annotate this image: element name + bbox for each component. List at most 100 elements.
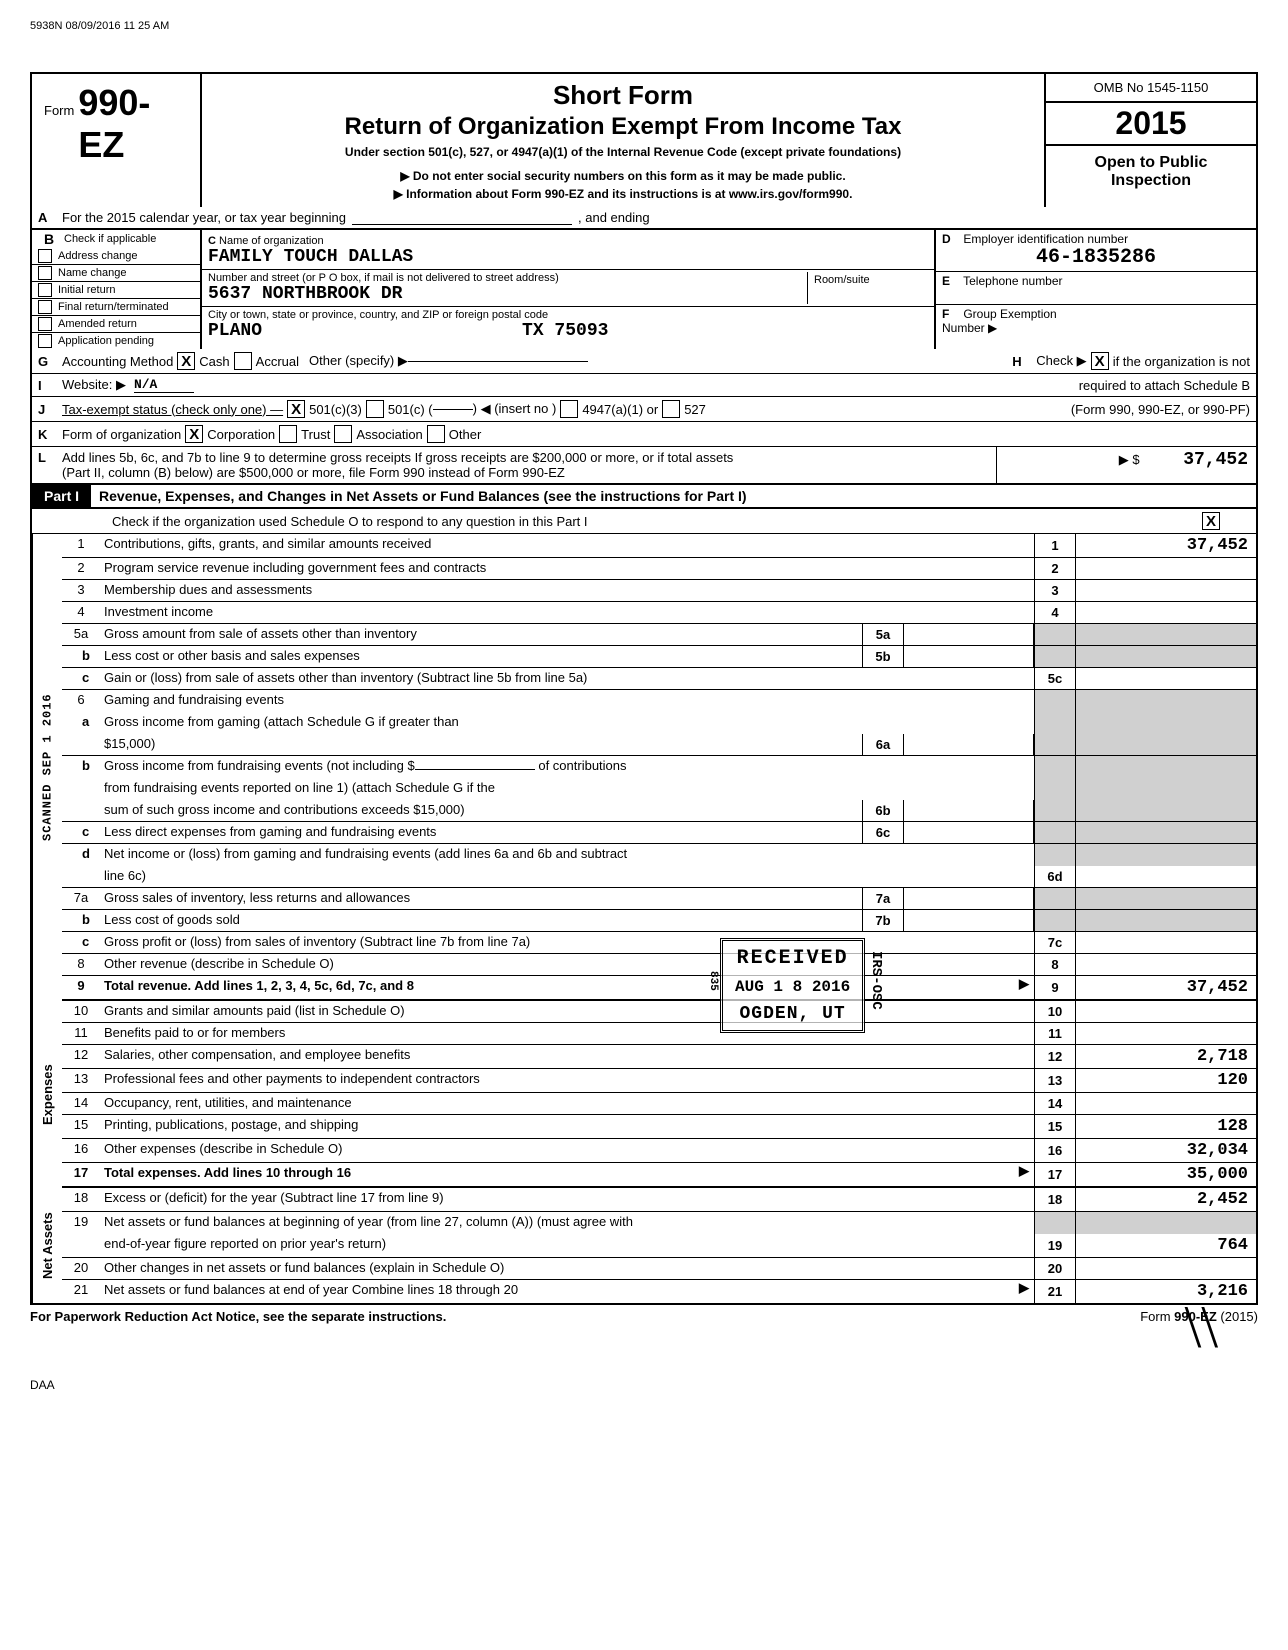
timestamp-header: 5938N 08/09/2016 11 25 AM xyxy=(30,20,1258,32)
ld-7a: Gross sales of inventory, less returns a… xyxy=(100,888,862,909)
line-g-h: G Accounting Method X Cash Accrual Other… xyxy=(30,349,1258,374)
omb-cell: OMB No 1545-1150 2015 Open to Public Ins… xyxy=(1046,74,1256,207)
ld-18: Excess or (deficit) for the year (Subtra… xyxy=(100,1188,1034,1211)
part-1-subtitle: Check if the organization used Schedule … xyxy=(112,514,588,529)
checkbox-final-return[interactable] xyxy=(38,300,52,314)
ein-value: 46-1835286 xyxy=(942,246,1250,269)
ld-3: Membership dues and assessments xyxy=(100,580,1034,601)
checkbox-corporation[interactable]: X xyxy=(185,425,203,443)
letter-j: J xyxy=(38,402,62,417)
checkbox-amended-return[interactable] xyxy=(38,317,52,331)
ln-end-13: 13 xyxy=(1034,1069,1076,1092)
checkbox-association[interactable] xyxy=(334,425,352,443)
h-text4: (Form 990, 990-EZ, or 990-PF) xyxy=(1071,402,1250,417)
right-info-column: D Employer identification number 46-1835… xyxy=(936,230,1256,349)
ln-8: 8 xyxy=(62,954,100,975)
checkbox-schedule-o[interactable]: X xyxy=(1202,512,1220,530)
subtitle-2: ▶ Do not enter social security numbers o… xyxy=(212,169,1034,183)
lv-8 xyxy=(1076,954,1256,975)
ln-20: 20 xyxy=(62,1258,100,1279)
mid-5a: 5a xyxy=(862,624,904,645)
checkbox-address-change[interactable] xyxy=(38,249,52,263)
ld-10: Grants and similar amounts paid (list in… xyxy=(100,1001,1034,1022)
lv-15: 128 xyxy=(1076,1115,1256,1138)
checkbox-527[interactable] xyxy=(662,400,680,418)
group-exemption-number-label: Number ▶ xyxy=(942,321,1250,335)
expenses-side-label: Expenses xyxy=(32,1001,62,1188)
checkbox-name-change[interactable] xyxy=(38,266,52,280)
lv-1: 37,452 xyxy=(1076,534,1256,557)
return-title: Return of Organization Exempt From Incom… xyxy=(212,113,1034,141)
line-l-value: 37,452 xyxy=(1183,450,1248,470)
lv-11 xyxy=(1076,1023,1256,1044)
ld-6: Gaming and fundraising events xyxy=(100,690,1034,712)
letter-e: E xyxy=(942,274,960,288)
opt-527: 527 xyxy=(684,402,706,417)
line-l-arrow: ▶ $ xyxy=(1119,452,1140,467)
ld-8: Other revenue (describe in Schedule O) xyxy=(100,954,1034,975)
short-form-title: Short Form xyxy=(212,80,1034,111)
letter-a: A xyxy=(38,210,62,225)
arrow-9: ▶ xyxy=(1014,976,1034,999)
checkbox-other-org[interactable] xyxy=(427,425,445,443)
checkbox-initial-return[interactable] xyxy=(38,283,52,297)
received-osc: IRS-OSC xyxy=(868,951,884,1010)
ln-7c: c xyxy=(62,932,100,953)
ln-10: 10 xyxy=(62,1001,100,1022)
line-j: J Tax-exempt status (check only one) — X… xyxy=(30,397,1258,422)
ld-20: Other changes in net assets or fund bala… xyxy=(100,1258,1034,1279)
h-text2: if the organization is not xyxy=(1113,354,1250,369)
ld-17: Total expenses. Add lines 10 through 16 xyxy=(104,1165,351,1180)
checkbox-501c3[interactable]: X xyxy=(287,400,305,418)
ln-end-16: 16 xyxy=(1034,1139,1076,1162)
daa-footer: DAA xyxy=(30,1378,1258,1392)
checkbox-501c[interactable] xyxy=(366,400,384,418)
line-l-text2: (Part II, column (B) below) are $500,000… xyxy=(38,465,990,480)
ln-19: 19 xyxy=(62,1212,100,1234)
ln-18: 18 xyxy=(62,1188,100,1211)
mid-6b: 6b xyxy=(862,800,904,821)
checkbox-trust[interactable] xyxy=(279,425,297,443)
checkbox-h[interactable]: X xyxy=(1091,352,1109,370)
checkbox-application-pending[interactable] xyxy=(38,334,52,348)
net-assets-section: Net Assets 18Excess or (deficit) for the… xyxy=(30,1188,1258,1305)
form-number: 990-EZ xyxy=(78,82,188,166)
state-zip-value: TX 75093 xyxy=(522,321,608,341)
other-specify-label: Other (specify) ▶ xyxy=(309,353,408,369)
lv-18: 2,452 xyxy=(1076,1188,1256,1211)
ld-6a-1: Gross income from gaming (attach Schedul… xyxy=(100,712,1034,734)
ln-end-11: 11 xyxy=(1034,1023,1076,1044)
lv-4 xyxy=(1076,602,1256,623)
street-label: Number and street (or P O box, if mail i… xyxy=(208,272,807,284)
check-item-2: Initial return xyxy=(58,284,115,296)
lv-9: 37,452 xyxy=(1076,976,1256,999)
accrual-label: Accrual xyxy=(256,354,299,369)
tax-year: 2015 xyxy=(1046,103,1256,146)
received-date: AUG 1 8 2016 xyxy=(735,978,850,996)
part-1-header: Part I Revenue, Expenses, and Changes in… xyxy=(30,485,1258,509)
received-stamp: RECEIVED 835AUG 1 8 2016 OGDEN, UT IRS-O… xyxy=(720,938,865,1033)
ln-end-1: 1 xyxy=(1034,534,1076,557)
lv-2 xyxy=(1076,558,1256,579)
corp-label: Corporation xyxy=(207,427,275,442)
expenses-section: Expenses 10Grants and similar amounts pa… xyxy=(30,1001,1258,1188)
ld-6b-1b: of contributions xyxy=(538,758,626,773)
ln-1: 1 xyxy=(62,534,100,557)
part-1-label: Part I xyxy=(32,485,91,507)
letter-c: C xyxy=(208,235,216,247)
received-location: OGDEN, UT xyxy=(735,1004,850,1024)
checkbox-accrual[interactable] xyxy=(234,352,252,370)
footer-right-post: (2015) xyxy=(1217,1309,1258,1324)
form-header: Form 990-EZ Short Form Return of Organiz… xyxy=(30,72,1258,207)
ln-5b: b xyxy=(62,646,100,667)
checkbox-4947[interactable] xyxy=(560,400,578,418)
checkbox-cash[interactable]: X xyxy=(177,352,195,370)
ln-11: 11 xyxy=(62,1023,100,1044)
ld-21: Net assets or fund balances at end of ye… xyxy=(100,1280,1014,1303)
h-text1: Check ▶ xyxy=(1036,353,1086,369)
mid-5b: 5b xyxy=(862,646,904,667)
mid-7b: 7b xyxy=(862,910,904,931)
lv-14 xyxy=(1076,1093,1256,1114)
lv-13: 120 xyxy=(1076,1069,1256,1092)
open-public-1: Open to Public xyxy=(1054,154,1248,172)
